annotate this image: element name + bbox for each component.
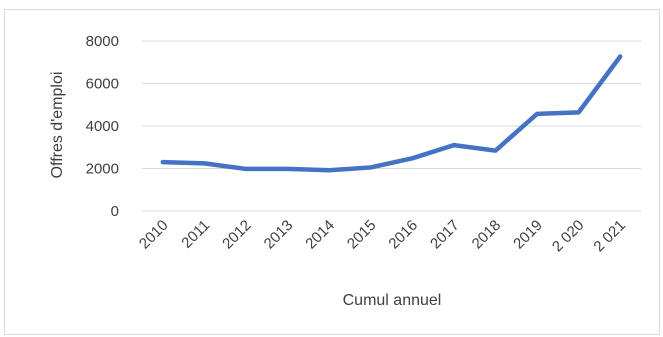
- x-axis-ticks: 2010 2011 2012 2013 2014 2015 2016 2017 2018 2019…: [136, 217, 629, 256]
- x-tick-label: 2019: [510, 217, 546, 253]
- y-tick-label: 6000: [86, 76, 119, 93]
- x-axis-title: Cumul annuel: [343, 292, 442, 309]
- x-tick-label: 2 021: [590, 217, 629, 256]
- x-tick-label: 2010: [136, 217, 172, 253]
- y-tick-label: 4000: [86, 118, 119, 135]
- x-tick-label: 2015: [344, 217, 380, 253]
- x-tick-label: 2014: [302, 217, 338, 253]
- x-tick-label: 2018: [469, 217, 505, 253]
- y-axis-ticks: 0 2000 4000 6000 8000: [86, 33, 119, 220]
- x-tick-label: 2 020: [549, 217, 588, 256]
- y-tick-label: 8000: [86, 33, 119, 50]
- series-layer: [160, 54, 623, 173]
- x-tick-label: 2017: [427, 217, 463, 253]
- y-tick-label: 0: [111, 203, 119, 220]
- gridlines: [142, 40, 641, 212]
- x-tick-label: 2016: [385, 217, 421, 253]
- series-line: [160, 54, 623, 173]
- x-tick-label: 2011: [178, 217, 213, 252]
- y-axis-title: Offres d'emploi: [49, 72, 66, 179]
- x-tick-label: 2012: [219, 217, 255, 253]
- x-tick-label: 2013: [261, 217, 297, 253]
- y-tick-label: 2000: [86, 161, 119, 178]
